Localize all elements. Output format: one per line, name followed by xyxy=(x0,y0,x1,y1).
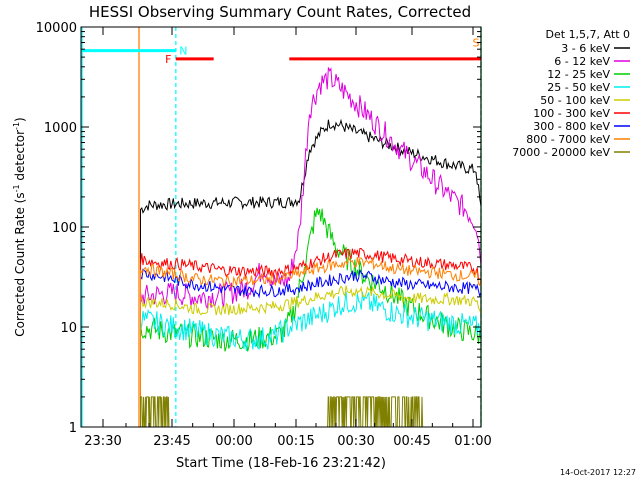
series-line-4 xyxy=(140,285,482,427)
x-tick-label-6: 01:00 xyxy=(454,434,491,449)
series-line-5 xyxy=(140,248,482,427)
legend-label-4: 50 - 100 keV xyxy=(540,94,610,107)
timestamp: 14-Oct-2017 12:27 xyxy=(560,468,636,477)
x-tick-label-4: 00:30 xyxy=(337,434,374,449)
legend-label-7: 800 - 7000 keV xyxy=(526,133,610,146)
legend-label-2: 12 - 25 keV xyxy=(547,68,610,81)
y-tick-label-2: 100 xyxy=(52,221,77,236)
x-tick-label-1: 23:45 xyxy=(153,434,190,449)
series-line-3 xyxy=(140,291,482,427)
x-tick-label-0: 23:30 xyxy=(84,434,121,449)
series-line-6 xyxy=(140,268,482,427)
y-tick-label-1: 10 xyxy=(60,321,77,336)
legend-label-3: 25 - 50 keV xyxy=(547,81,610,94)
y-tick-label-0: 1 xyxy=(69,421,77,436)
y-tick-label-3: 1000 xyxy=(44,121,77,136)
series-line-0 xyxy=(140,118,482,427)
x-tick-label-5: 00:45 xyxy=(393,434,430,449)
series-line-1 xyxy=(140,67,482,427)
legend-header: Det 1,5,7, Att 0 xyxy=(546,28,630,41)
legend-label-0: 3 - 6 keV xyxy=(561,42,610,55)
y-tick-label-4: 10000 xyxy=(36,21,77,36)
flag-label-N: N xyxy=(179,45,187,58)
x-tick-label-3: 00:15 xyxy=(277,434,314,449)
legend-label-6: 300 - 800 keV xyxy=(533,120,610,133)
flag-label-F: F xyxy=(165,53,171,66)
legend-label-1: 6 - 12 keV xyxy=(554,55,610,68)
x-axis-label: Start Time (18-Feb-16 23:21:42) xyxy=(176,456,386,471)
flag-label-S: S xyxy=(472,36,479,49)
y-axis-label: Corrected Count Rate (s-1 detector-1) xyxy=(12,117,27,336)
legend-label-5: 100 - 300 keV xyxy=(533,107,610,120)
legend-label-8: 7000 - 20000 keV xyxy=(512,146,610,159)
chart-title: HESSI Observing Summary Count Rates, Cor… xyxy=(89,3,471,21)
x-tick-label-2: 00:00 xyxy=(215,434,252,449)
series-line-7 xyxy=(140,256,482,427)
